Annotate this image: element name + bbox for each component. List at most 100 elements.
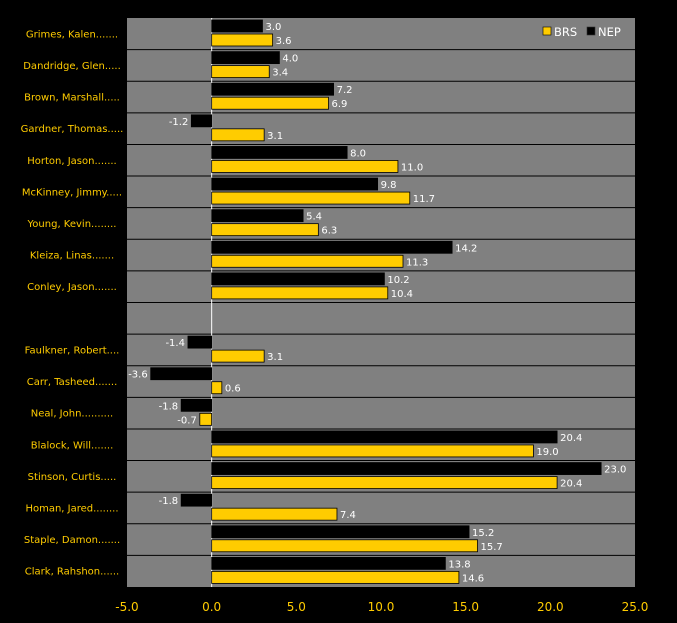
- brs-value-label: 15.7: [481, 542, 503, 553]
- nep-bar: [211, 556, 446, 570]
- category-label: Dandridge, Glen.....: [23, 61, 121, 72]
- brs-bar: [211, 286, 389, 300]
- nep-value-label: 5.4: [306, 212, 322, 223]
- brs-legend-label: BRS: [554, 25, 577, 39]
- nep-bar: [150, 367, 213, 381]
- nep-bar: [187, 335, 213, 349]
- category-label: Homan, Jared........: [25, 503, 118, 514]
- brs-bar: [211, 444, 534, 458]
- brs-bar: [199, 412, 213, 426]
- brs-value-label: 6.9: [332, 99, 348, 110]
- category-label: Brown, Marshall.....: [24, 93, 120, 104]
- nep-value-label: 15.2: [472, 528, 494, 539]
- x-tick-label: 20.0: [537, 600, 564, 614]
- nep-bar: [180, 493, 213, 507]
- brs-value-label: 10.4: [391, 289, 413, 300]
- category-labels: Grimes, Kalen....... Dandridge, Glen.....…: [21, 29, 124, 577]
- category-label: Neal, John..........: [31, 409, 113, 420]
- nep-value-label: 7.2: [337, 85, 353, 96]
- brs-value-label: 19.0: [536, 447, 558, 458]
- brs-legend-swatch: [542, 26, 552, 36]
- brs-bar: [211, 96, 329, 110]
- category-label: Staple, Damon.......: [24, 535, 120, 546]
- nep-value-label: -1.2: [169, 117, 189, 128]
- nep-bar: [211, 209, 304, 223]
- nep-bar: [211, 19, 263, 33]
- category-label: Conley, Jason.......: [27, 282, 117, 293]
- brs-value-label: 11.7: [413, 194, 435, 205]
- brs-bar: [211, 349, 265, 363]
- category-label: Faulkner, Robert....: [25, 345, 120, 356]
- brs-bar: [211, 33, 274, 47]
- brs-value-label: 3.1: [267, 131, 283, 142]
- brs-value-label: 6.3: [321, 226, 337, 237]
- brs-bar: [211, 128, 265, 142]
- nep-value-label: 8.0: [350, 148, 366, 159]
- nep-bar: [211, 146, 348, 159]
- nep-value-label: 20.4: [560, 433, 582, 444]
- brs-bar: [211, 539, 478, 553]
- nep-bar: [211, 272, 385, 286]
- nep-bar: [211, 430, 558, 444]
- nep-bar: [211, 240, 453, 254]
- brs-bar: [211, 65, 270, 79]
- nep-value-label: -3.6: [128, 370, 148, 381]
- brs-value-label: 3.6: [276, 36, 292, 47]
- brs-bar: [211, 476, 558, 489]
- category-label: Grimes, Kalen.......: [26, 29, 118, 40]
- brs-bar: [211, 254, 404, 268]
- brs-value-label: 11.0: [401, 162, 423, 173]
- category-label: Stinson, Curtis.....: [28, 472, 117, 483]
- x-tick-label: 15.0: [452, 600, 479, 614]
- category-label: Carr, Tasheed.......: [27, 377, 118, 388]
- brs-value-label: 3.1: [267, 352, 283, 363]
- nep-bar: [180, 398, 213, 412]
- nep-value-label: 4.0: [282, 54, 298, 65]
- brs-value-label: -0.7: [177, 415, 197, 426]
- category-label: McKinney, Jimmy.....: [22, 187, 122, 198]
- brs-value-label: 7.4: [340, 510, 356, 521]
- nep-value-label: 14.2: [455, 243, 477, 254]
- nep-value-label: 13.8: [448, 559, 470, 570]
- x-tick-label: 10.0: [368, 600, 395, 614]
- brs-value-label: 20.4: [560, 479, 582, 490]
- brs-bar: [211, 191, 411, 205]
- brs-value-label: 0.6: [225, 384, 241, 395]
- brs-value-label: 14.6: [462, 573, 484, 584]
- nep-bar: [211, 51, 280, 65]
- nep-value-label: 23.0: [604, 465, 626, 476]
- brs-bar: [211, 223, 319, 237]
- nep-bar: [211, 177, 379, 191]
- category-label: Blalock, Will.......: [31, 440, 114, 451]
- nep-legend-label: NEP: [598, 25, 621, 39]
- category-label: Gardner, Thomas.....: [21, 124, 124, 135]
- brs-bar: [211, 507, 338, 521]
- x-tick-label: 5.0: [287, 600, 306, 614]
- nep-value-label: 3.0: [265, 22, 281, 33]
- x-tick-label: -5.0: [115, 600, 138, 614]
- nep-bar: [211, 82, 334, 96]
- nep-legend-swatch: [586, 26, 596, 36]
- brs-bar: [211, 381, 223, 395]
- x-axis-ticks: -5.0 0.0 5.0 10.0 15.0 20.0 25.0: [115, 600, 648, 614]
- brs-value-label: 3.4: [272, 68, 288, 79]
- nep-bar: [211, 525, 470, 539]
- brs-bar: [211, 160, 399, 173]
- nep-value-label: 10.2: [387, 275, 409, 286]
- nep-bar: [211, 462, 602, 475]
- x-tick-label: 0.0: [202, 600, 221, 614]
- x-tick-label: 25.0: [622, 600, 649, 614]
- category-label: Horton, Jason.......: [27, 156, 116, 167]
- bars: [150, 19, 602, 584]
- brs-value-label: 11.3: [406, 257, 428, 268]
- nep-bar: [190, 114, 213, 128]
- category-label: Young, Kevin........: [27, 219, 117, 230]
- category-label: Kleiza, Linas.......: [30, 251, 114, 262]
- category-label: Clark, Rahshon......: [25, 567, 119, 578]
- nep-value-label: 9.8: [381, 180, 397, 191]
- nep-value-label: -1.8: [159, 401, 179, 412]
- brs-bar: [211, 570, 460, 584]
- nep-value-label: -1.4: [165, 338, 185, 349]
- value-labels: 3.0 3.6 4.0 3.4 7.2 6.9 -1.2 3.1 8.0 11.0 9.8 11.7 5…: [128, 22, 626, 584]
